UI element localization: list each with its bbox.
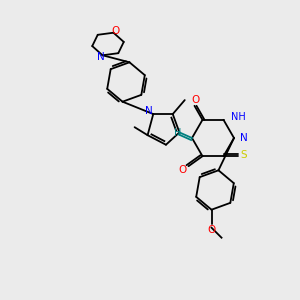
Text: N: N xyxy=(146,106,153,116)
Text: O: O xyxy=(111,26,120,36)
Text: O: O xyxy=(207,225,216,235)
Text: O: O xyxy=(178,165,187,175)
Text: N: N xyxy=(97,52,104,62)
Text: H: H xyxy=(174,128,182,138)
Text: NH: NH xyxy=(232,112,246,122)
Text: S: S xyxy=(240,150,247,160)
Text: O: O xyxy=(191,95,200,105)
Text: N: N xyxy=(240,133,248,143)
